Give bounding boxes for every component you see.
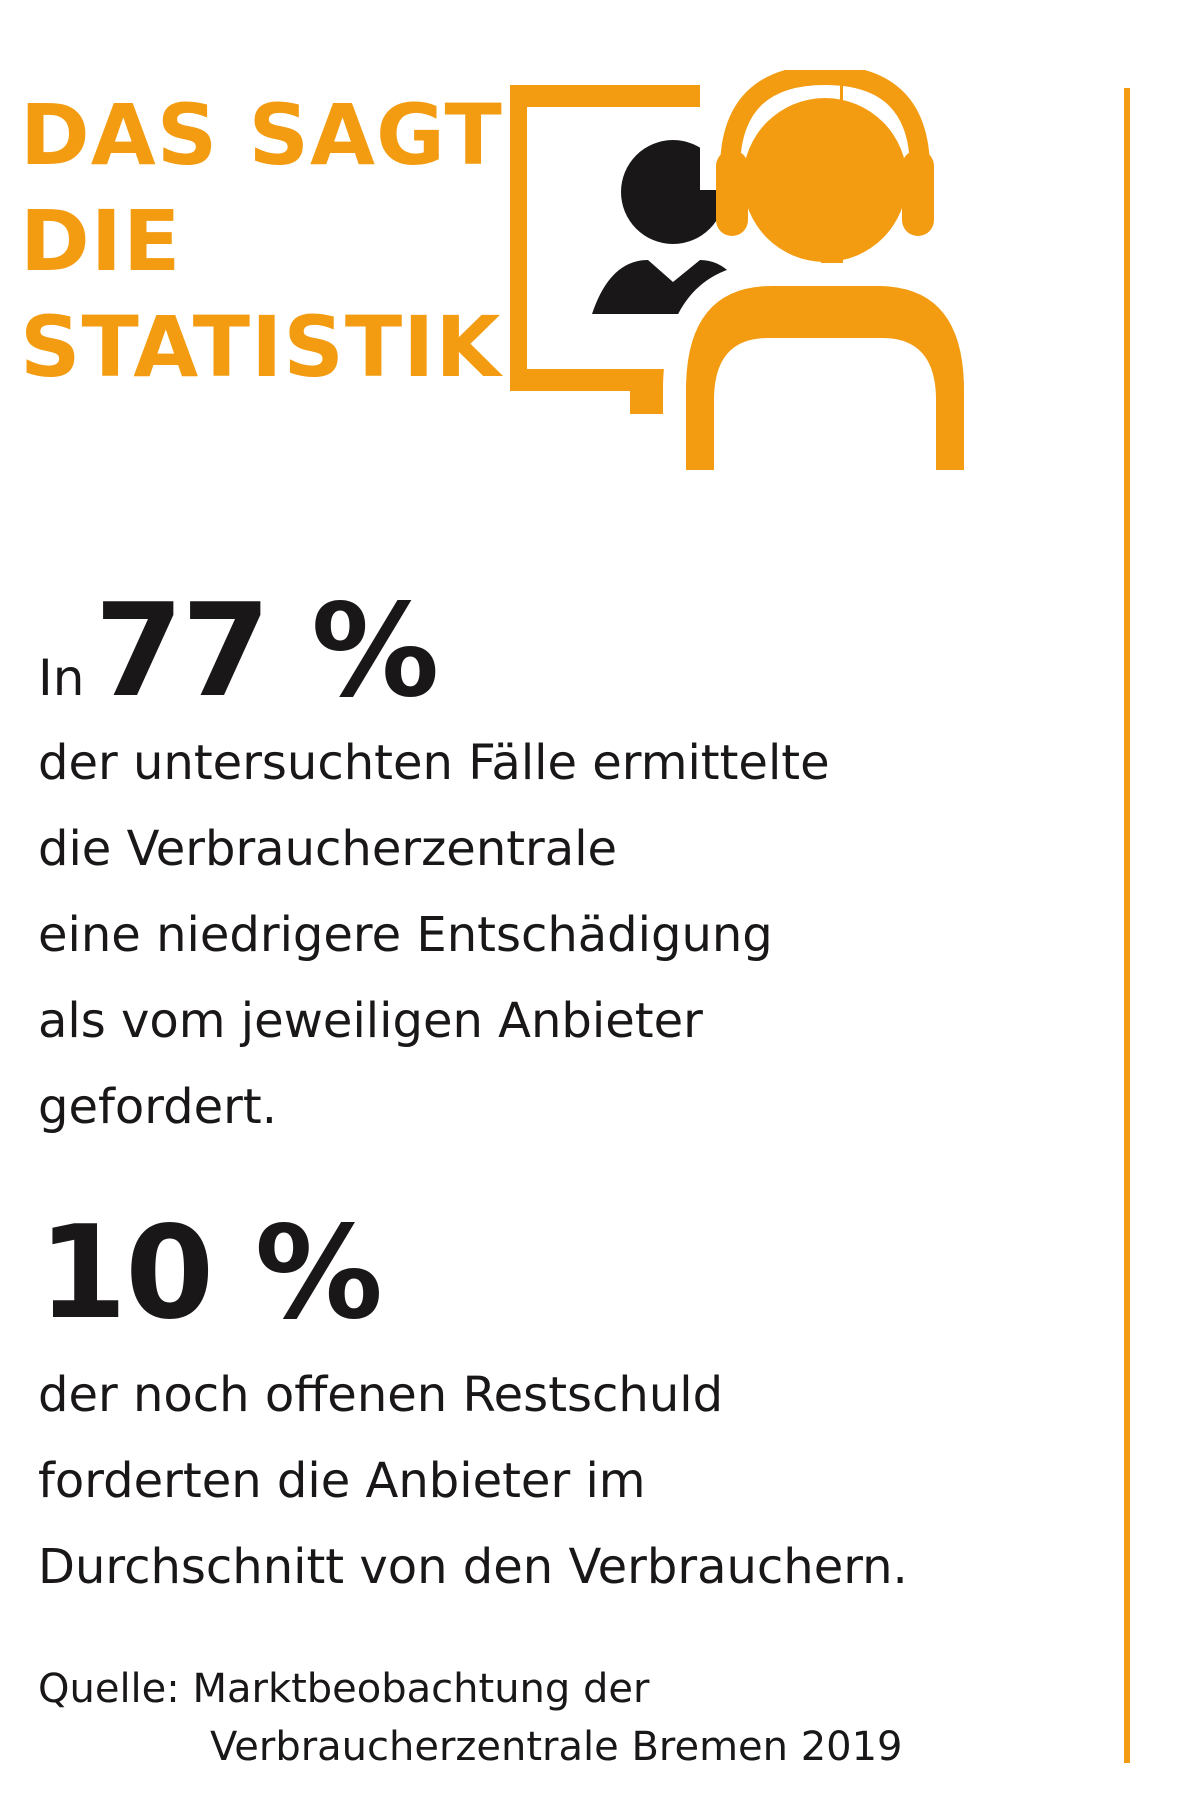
description-line: Durchschnitt von den Verbrauchern. bbox=[38, 1539, 908, 1595]
stat-value: 77 % bbox=[94, 577, 439, 726]
description-line: eine niedrigere Entschädigung bbox=[38, 907, 773, 963]
person-with-headset-icon bbox=[663, 70, 987, 470]
stat-description: der untersuchten Fälle ermittelte die Ve… bbox=[38, 720, 830, 1150]
source-line: Verbraucherzentrale Bremen 2019 bbox=[210, 1724, 903, 1770]
vertical-divider bbox=[1124, 88, 1130, 1763]
source-note: Quelle: Marktbeobachtung der Verbraucher… bbox=[38, 1660, 903, 1776]
stat-description: der noch offenen Restschuld forderten di… bbox=[38, 1352, 908, 1610]
infographic-title: DAS SAGT DIE STATISTIK bbox=[20, 82, 503, 400]
description-line: der untersuchten Fälle ermittelte bbox=[38, 735, 830, 791]
video-call-illustration bbox=[510, 70, 987, 470]
stat-77-percent: In77 % bbox=[38, 588, 439, 716]
agent-body bbox=[686, 286, 964, 470]
caller-head bbox=[621, 140, 725, 244]
title-line: STATISTIK bbox=[20, 298, 502, 396]
stat-10-percent: 10 % bbox=[38, 1210, 383, 1338]
description-line: die Verbraucherzentrale bbox=[38, 821, 618, 877]
source-line: Quelle: Marktbeobachtung der bbox=[38, 1666, 650, 1712]
title-line: DIE bbox=[20, 192, 182, 290]
stat-value: 10 % bbox=[38, 1199, 383, 1348]
headset-right-ear bbox=[902, 150, 934, 236]
agent-head bbox=[743, 98, 907, 262]
description-line: forderten die Anbieter im bbox=[38, 1453, 646, 1509]
stat-prefix: In bbox=[38, 649, 85, 707]
title-line: DAS SAGT bbox=[20, 86, 503, 184]
headset-left-ear bbox=[716, 150, 748, 236]
description-line: gefordert. bbox=[38, 1079, 277, 1135]
description-line: der noch offenen Restschuld bbox=[38, 1367, 724, 1423]
description-line: als vom jeweiligen Anbieter bbox=[38, 993, 703, 1049]
headset-band bbox=[720, 70, 930, 230]
